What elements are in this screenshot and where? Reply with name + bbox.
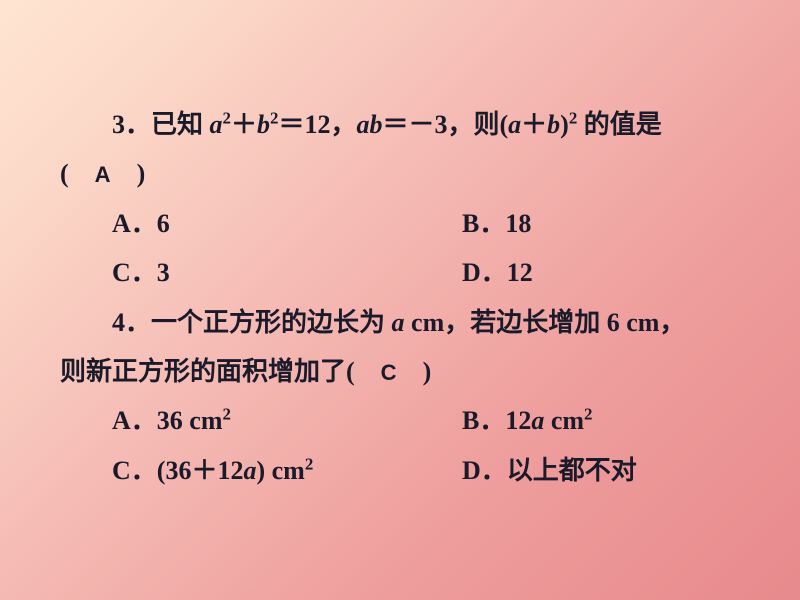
- q4-number: 4．: [112, 308, 151, 337]
- q4-optA-sq: 2: [222, 405, 230, 424]
- q3-a2: a: [356, 110, 369, 139]
- q3-sq3: 2: [569, 108, 577, 127]
- q3-b3: b: [547, 110, 560, 139]
- q4-option-c: C．(36＋12a) cm2: [60, 446, 410, 495]
- q3-optB-label: B．: [462, 209, 505, 238]
- q3-optC-label: C．: [112, 258, 157, 287]
- q3-optD-val: 12: [507, 258, 533, 287]
- q3-answer: A: [95, 162, 111, 187]
- q4-optC-sq: 2: [305, 454, 313, 473]
- q4-stem2-pre: 则新正方形的面积增加了(: [60, 357, 381, 386]
- q4-optB-num1: 12: [505, 406, 531, 435]
- q3-paren-close: ): [111, 159, 146, 188]
- q3-option-b: B．18: [410, 199, 760, 248]
- q3-optA-label: A．: [112, 209, 157, 238]
- q3-sq1: 2: [223, 108, 231, 127]
- q4-option-b: B．12a cm2: [410, 396, 760, 445]
- q4-post: cm，若边长增加 6 cm，: [405, 308, 686, 337]
- q3-number: 3．: [112, 110, 151, 139]
- q3-tail: 的值是: [577, 110, 662, 139]
- q3-plus1: ＋: [231, 110, 257, 139]
- q4-optD-text: 以上都不对: [507, 456, 637, 485]
- q3-optC-val: 3: [157, 258, 170, 287]
- q3-b2: b: [369, 110, 382, 139]
- q4-stem-line2: 则新正方形的面积增加了( C ): [60, 347, 760, 396]
- q3-plus2: ＋: [521, 110, 547, 139]
- q4-options: A．36 cm2 B．12a cm2 C．(36＋12a) cm2 D．以上都不…: [60, 396, 760, 495]
- q4-optA-num: 36 cm: [157, 406, 223, 435]
- q4-optB-sq: 2: [584, 405, 592, 424]
- q3-a3: a: [508, 110, 521, 139]
- q4-pre: 一个正方形的边长为: [151, 308, 392, 337]
- q3-paren-line: ( A ): [60, 149, 760, 198]
- q3-optA-val: 6: [157, 209, 170, 238]
- q3-paren-open: (: [60, 159, 95, 188]
- slide-content: 3．已知 a2＋b2＝12，ab＝－3，则(a＋b)2 的值是 ( A ) A．…: [0, 0, 800, 495]
- q3-eq2: ＝－3，则(: [382, 110, 508, 139]
- q3-options: A．6 B．18 C．3 D．12: [60, 199, 760, 298]
- q3-optB-val: 18: [505, 209, 531, 238]
- q3-b1: b: [257, 110, 270, 139]
- q4-optB-var: a: [531, 406, 544, 435]
- q4-optA-label: A．: [112, 406, 157, 435]
- q4-answer: C: [381, 360, 397, 385]
- q3-option-d: D．12: [410, 248, 760, 297]
- q3-pre: 已知: [151, 110, 210, 139]
- q3-a1: a: [210, 110, 223, 139]
- q4-optB-label: B．: [462, 406, 505, 435]
- q4-stem2-post: ): [397, 357, 432, 386]
- q4-optC-close: ) cm: [256, 456, 304, 485]
- q4-optC-var: a: [243, 456, 256, 485]
- q4-option-d: D．以上都不对: [410, 446, 760, 495]
- q4-optB-num2: cm: [544, 406, 584, 435]
- q4-var-a: a: [392, 308, 405, 337]
- q4-optC-label: C．: [112, 456, 157, 485]
- q3-option-a: A．6: [60, 199, 410, 248]
- q4-option-a: A．36 cm2: [60, 396, 410, 445]
- q3-eq1: ＝12，: [278, 110, 356, 139]
- q3-option-c: C．3: [60, 248, 410, 297]
- q4-optC-open: (36＋12: [157, 456, 244, 485]
- q3-optD-label: D．: [462, 258, 507, 287]
- q3-stem-line1: 3．已知 a2＋b2＝12，ab＝－3，则(a＋b)2 的值是: [60, 100, 760, 149]
- q4-stem-line1: 4．一个正方形的边长为 a cm，若边长增加 6 cm，: [60, 298, 760, 347]
- q4-optD-label: D．: [462, 456, 507, 485]
